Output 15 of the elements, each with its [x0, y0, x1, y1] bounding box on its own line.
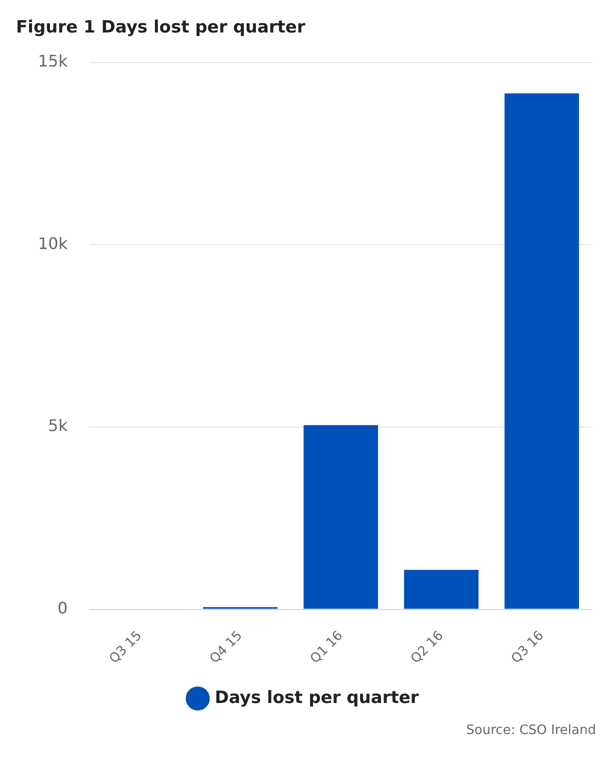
- y-tick-label: 15k: [38, 52, 68, 71]
- bar: [504, 93, 579, 609]
- legend-label: Days lost per quarter: [214, 688, 420, 708]
- y-tick-label: 5k: [48, 416, 68, 436]
- y-tick-label: 0: [57, 598, 68, 618]
- x-tick-label: Q3 16: [508, 628, 547, 667]
- x-tick-label: Q4 15: [207, 628, 246, 667]
- x-tick-label: Q3 15: [106, 628, 146, 667]
- y-tick-label: 10k: [38, 234, 68, 253]
- bar: [404, 570, 479, 609]
- chart-title: Figure 1 Days lost per quarter: [16, 18, 306, 38]
- source-note: Source: CSO Ireland: [465, 723, 597, 738]
- x-tick-label: Q2 16: [408, 628, 446, 667]
- bar: [304, 425, 378, 609]
- x-tick-label: Q1 16: [308, 628, 346, 667]
